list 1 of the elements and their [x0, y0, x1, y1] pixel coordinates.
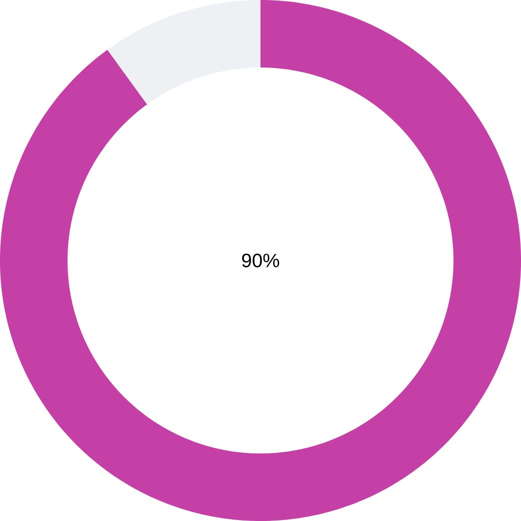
text: 90% — [242, 254, 280, 268]
